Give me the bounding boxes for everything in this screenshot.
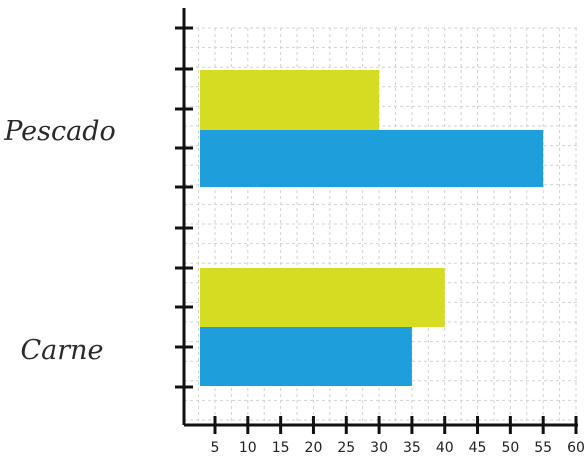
axes [182,8,578,427]
axis-ticks [175,26,578,434]
category-labels: Pescado Carne [3,116,116,366]
x-tick-label: 15 [272,440,290,456]
bars [200,70,544,386]
category-label-pescado: Pescado [3,116,116,147]
x-tick-label: 55 [534,440,552,456]
x-tick-label: 30 [370,440,388,456]
x-tick-label: 60 [567,440,584,456]
x-tick-label: 20 [305,440,323,456]
x-tick-label: 10 [239,440,257,456]
x-tick-label: 45 [469,440,487,456]
category-label-carne: Carne [20,335,103,366]
x-tick-label: 50 [501,440,519,456]
bar-carne-series-2 [200,327,412,386]
x-tick-label: 5 [211,440,220,456]
x-tick-label: 35 [403,440,421,456]
bar-pescado-series-1 [200,70,380,130]
x-tick-label: 25 [337,440,355,456]
x-tick-label: 40 [436,440,454,456]
bar-pescado-series-2 [200,130,544,187]
x-tick-labels: 5 10 15 20 25 30 35 40 45 50 55 60 [211,440,584,456]
bar-carne-series-1 [200,268,445,327]
